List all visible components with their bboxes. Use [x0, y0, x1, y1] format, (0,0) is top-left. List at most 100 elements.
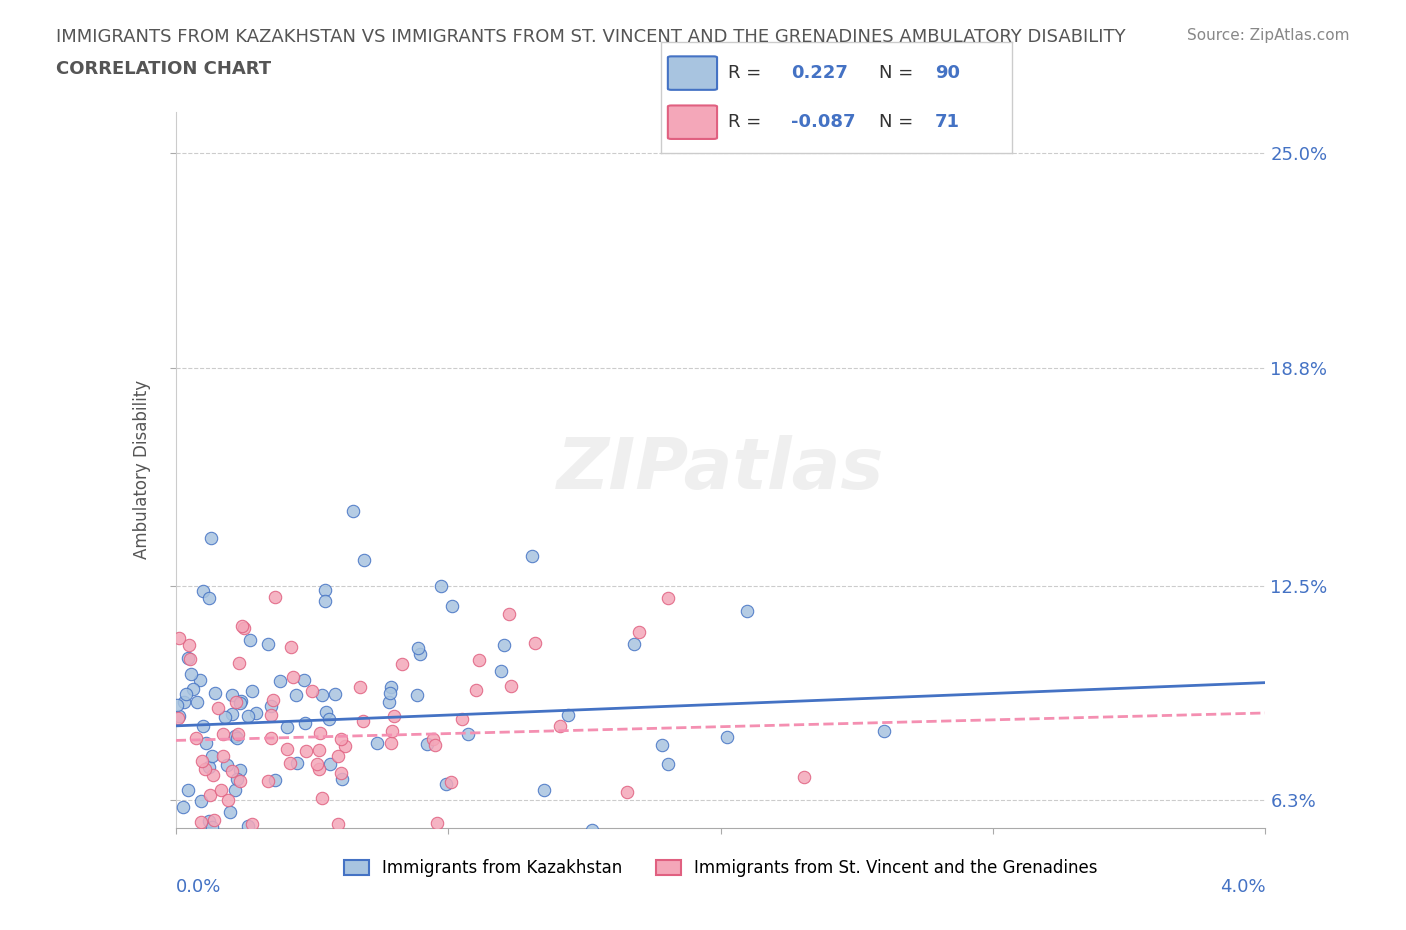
Point: [207, 700, 229, 715]
Point: [330, 772, 353, 787]
Point: [236, 709, 259, 724]
Point: [311, 790, 333, 805]
Point: [172, 800, 194, 815]
Point: [294, 716, 316, 731]
Point: [391, 854, 413, 869]
Point: [200, 531, 222, 546]
Point: [318, 711, 340, 726]
Point: [190, 793, 212, 808]
Point: [198, 814, 221, 829]
Point: [450, 711, 472, 726]
Point: [201, 767, 224, 782]
Point: [180, 667, 202, 682]
Text: 0.0%: 0.0%: [176, 878, 221, 896]
Legend: Immigrants from Kazakhstan, Immigrants from St. Vincent and the Grenadines: Immigrants from Kazakhstan, Immigrants f…: [337, 853, 1104, 884]
Point: [323, 687, 346, 702]
Point: [209, 782, 232, 797]
Point: [193, 584, 215, 599]
Point: [167, 709, 190, 724]
Point: [201, 819, 224, 834]
Point: [349, 680, 371, 695]
Point: [197, 591, 219, 606]
Point: [221, 764, 243, 778]
Point: [308, 725, 330, 740]
Point: [533, 782, 555, 797]
Point: [311, 687, 333, 702]
Point: [498, 606, 520, 621]
FancyBboxPatch shape: [668, 57, 717, 90]
Point: [170, 872, 193, 887]
Point: [319, 757, 342, 772]
Point: [581, 822, 603, 837]
Point: [167, 711, 190, 725]
Point: [202, 813, 225, 828]
Point: [284, 687, 307, 702]
Point: [616, 784, 638, 799]
Point: [167, 631, 190, 645]
Point: [292, 673, 315, 688]
Point: [217, 757, 239, 772]
Point: [352, 713, 374, 728]
Point: [353, 552, 375, 567]
Point: [232, 620, 254, 635]
Point: [583, 839, 606, 854]
Point: [380, 736, 402, 751]
Point: [326, 817, 349, 831]
Text: R =: R =: [728, 64, 761, 82]
Point: [548, 718, 571, 733]
Point: [657, 591, 679, 605]
Point: [176, 687, 198, 702]
Point: [184, 827, 207, 842]
Point: [212, 749, 235, 764]
Point: [212, 726, 235, 741]
Point: [188, 672, 211, 687]
Point: [186, 694, 208, 709]
Point: [231, 618, 253, 633]
Text: 90: 90: [935, 64, 960, 82]
Point: [259, 730, 281, 745]
Point: [408, 646, 430, 661]
Point: [281, 670, 304, 684]
Point: [335, 738, 357, 753]
Point: [522, 549, 544, 564]
Text: 71: 71: [935, 113, 960, 131]
Point: [225, 731, 247, 746]
Point: [465, 683, 488, 698]
Point: [416, 737, 439, 751]
Point: [342, 504, 364, 519]
Point: [179, 637, 201, 652]
Point: [328, 748, 350, 763]
Point: [229, 763, 252, 777]
Point: [181, 682, 204, 697]
Point: [214, 710, 236, 724]
Point: [260, 708, 283, 723]
Point: [434, 777, 457, 791]
Text: ZIPatlas: ZIPatlas: [557, 435, 884, 504]
Point: [173, 695, 195, 710]
Point: [166, 698, 188, 712]
Point: [257, 637, 280, 652]
Point: [262, 692, 284, 707]
Point: [193, 719, 215, 734]
Point: [489, 663, 512, 678]
Text: CORRELATION CHART: CORRELATION CHART: [56, 60, 271, 78]
Point: [285, 755, 308, 770]
Point: [737, 868, 759, 883]
Point: [224, 783, 246, 798]
Point: [231, 694, 253, 709]
Point: [283, 836, 305, 851]
Point: [627, 625, 650, 640]
Point: [226, 726, 249, 741]
Y-axis label: Ambulatory Disability: Ambulatory Disability: [134, 380, 152, 559]
Point: [308, 742, 330, 757]
Point: [264, 773, 287, 788]
Point: [339, 839, 361, 854]
Point: [523, 635, 546, 650]
Point: [735, 604, 758, 618]
Point: [190, 815, 212, 830]
Point: [229, 773, 252, 788]
Point: [793, 770, 815, 785]
Point: [229, 695, 252, 710]
Point: [426, 816, 449, 830]
Text: R =: R =: [728, 113, 761, 131]
